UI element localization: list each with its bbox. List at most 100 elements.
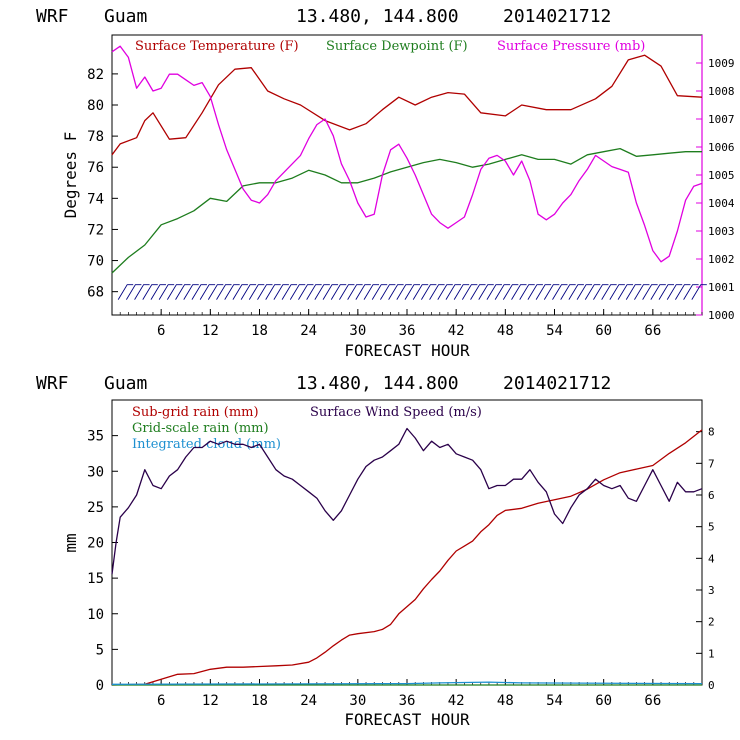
y-tick-label: 68 [87, 285, 104, 301]
integrated-cloud-line [111, 681, 703, 685]
wind-barb [576, 284, 593, 300]
wind-barb [306, 284, 322, 300]
surface-wind-speed-line [111, 427, 703, 575]
wind-barb [560, 284, 576, 300]
legend-surface-temperature: Surface Temperature (F) [135, 39, 299, 54]
y2-tick-label: 1003 [708, 225, 735, 238]
wind-barb [388, 284, 404, 300]
legend-surface-dewpoint: Surface Dewpoint (F) [326, 39, 468, 54]
y-tick-label: 78 [87, 129, 104, 145]
y2-tick-label: 1008 [708, 85, 735, 98]
x-tick-label: 54 [546, 323, 563, 339]
sub-grid-rain-line [111, 429, 703, 686]
wind-barb [568, 284, 584, 300]
legend-surface-pressure: Surface Pressure (mb) [497, 39, 645, 54]
panel2-init-time: 2014021712 [503, 373, 611, 394]
y2-tick-label: 6 [708, 489, 715, 502]
wind-barb [527, 284, 543, 300]
y2-tick-label: 5 [708, 521, 715, 534]
surface-temperature-line [111, 54, 703, 156]
wind-barb [142, 284, 158, 300]
wind-barb [207, 284, 224, 300]
x-tick-label: 24 [300, 323, 317, 339]
x-tick-label: 36 [399, 323, 416, 339]
y2-tick-label: 1002 [708, 253, 735, 266]
surface-dewpoint-line [111, 147, 702, 274]
wind-barb [601, 284, 617, 300]
wind-barb [683, 284, 699, 300]
legend-gridscale-rain: Grid-scale rain (mm) [132, 421, 269, 436]
wind-barb [584, 284, 601, 300]
panel1-plot-frame [111, 34, 703, 316]
y-tick-label: 0 [96, 678, 104, 694]
panel2-ticks: 6 12 18 24 30 36 42 48 54 60 660510152025303501234… [87, 426, 715, 709]
wind-barb [330, 284, 347, 300]
y-tick-label: 10 [87, 607, 104, 623]
panel1-series [111, 45, 707, 300]
y-tick-label: 72 [87, 222, 104, 238]
wind-barb [298, 284, 314, 300]
wind-barb [535, 284, 552, 300]
wind-barb [158, 284, 175, 300]
wind-barb [625, 284, 642, 300]
x-tick-label: 36 [399, 693, 416, 709]
wind-barb [412, 284, 429, 300]
wind-barb [371, 284, 388, 300]
panel2-series [111, 427, 703, 686]
y-tick-label: 80 [87, 98, 104, 114]
y2-tick-label: 8 [708, 426, 715, 439]
wind-barb [232, 284, 248, 300]
x-tick-label: 6 [157, 693, 165, 709]
wind-barb [494, 284, 511, 300]
wind-barb [404, 284, 420, 300]
wind-barb [199, 284, 216, 300]
x-tick-label: 12 [202, 693, 219, 709]
panel2-model: WRF [36, 373, 69, 394]
wind-barb [453, 284, 470, 300]
x-tick-label: 24 [300, 693, 317, 709]
y-tick-label: 70 [87, 254, 104, 270]
wind-barb [691, 284, 707, 300]
wind-barb [429, 284, 445, 300]
wind-barb [593, 284, 609, 300]
wind-barb [339, 284, 355, 300]
wind-barb [511, 284, 527, 300]
y2-tick-label: 1001 [708, 281, 735, 294]
legend-subgrid-rain: Sub-grid rain (mm) [132, 405, 259, 420]
wind-barb [150, 284, 166, 300]
panel1-model: WRF [36, 6, 69, 27]
wind-barb [355, 284, 371, 300]
wind-barb [519, 284, 535, 300]
y2-tick-label: 3 [708, 584, 715, 597]
wind-barb [257, 284, 273, 300]
wind-barb [126, 284, 142, 300]
wind-barb [461, 284, 478, 300]
panel1-location: Guam [104, 6, 147, 27]
wind-barb [552, 284, 568, 300]
y2-tick-label: 1000 [708, 309, 735, 322]
wind-barb [486, 284, 502, 300]
wind-barb [314, 284, 330, 300]
wind-barb [445, 284, 461, 300]
x-tick-label: 18 [251, 323, 268, 339]
wind-barb [437, 284, 453, 300]
y2-tick-label: 1004 [708, 197, 735, 210]
wind-barb [191, 284, 207, 300]
wind-barb [675, 284, 691, 300]
wind-barb [363, 284, 380, 300]
y2-tick-label: 4 [708, 552, 715, 565]
surface-pressure-line [111, 45, 703, 263]
x-tick-label: 12 [202, 323, 219, 339]
wind-barb [347, 284, 363, 300]
temperature-panel: WRF Guam 13.480, 144.800 2014021712 Surf… [36, 6, 735, 360]
panel2-coords: 13.480, 144.800 [296, 373, 459, 394]
x-tick-label: 48 [497, 693, 514, 709]
x-tick-label: 66 [644, 323, 661, 339]
y2-tick-label: 1005 [708, 169, 735, 182]
panel1-init-time: 2014021712 [503, 6, 611, 27]
wind-barb [666, 284, 683, 300]
panel1-x-axis-label: FORECAST HOUR [344, 341, 470, 360]
panel1-y-axis-label: Degrees F [61, 132, 80, 219]
wind-barb [642, 284, 658, 300]
